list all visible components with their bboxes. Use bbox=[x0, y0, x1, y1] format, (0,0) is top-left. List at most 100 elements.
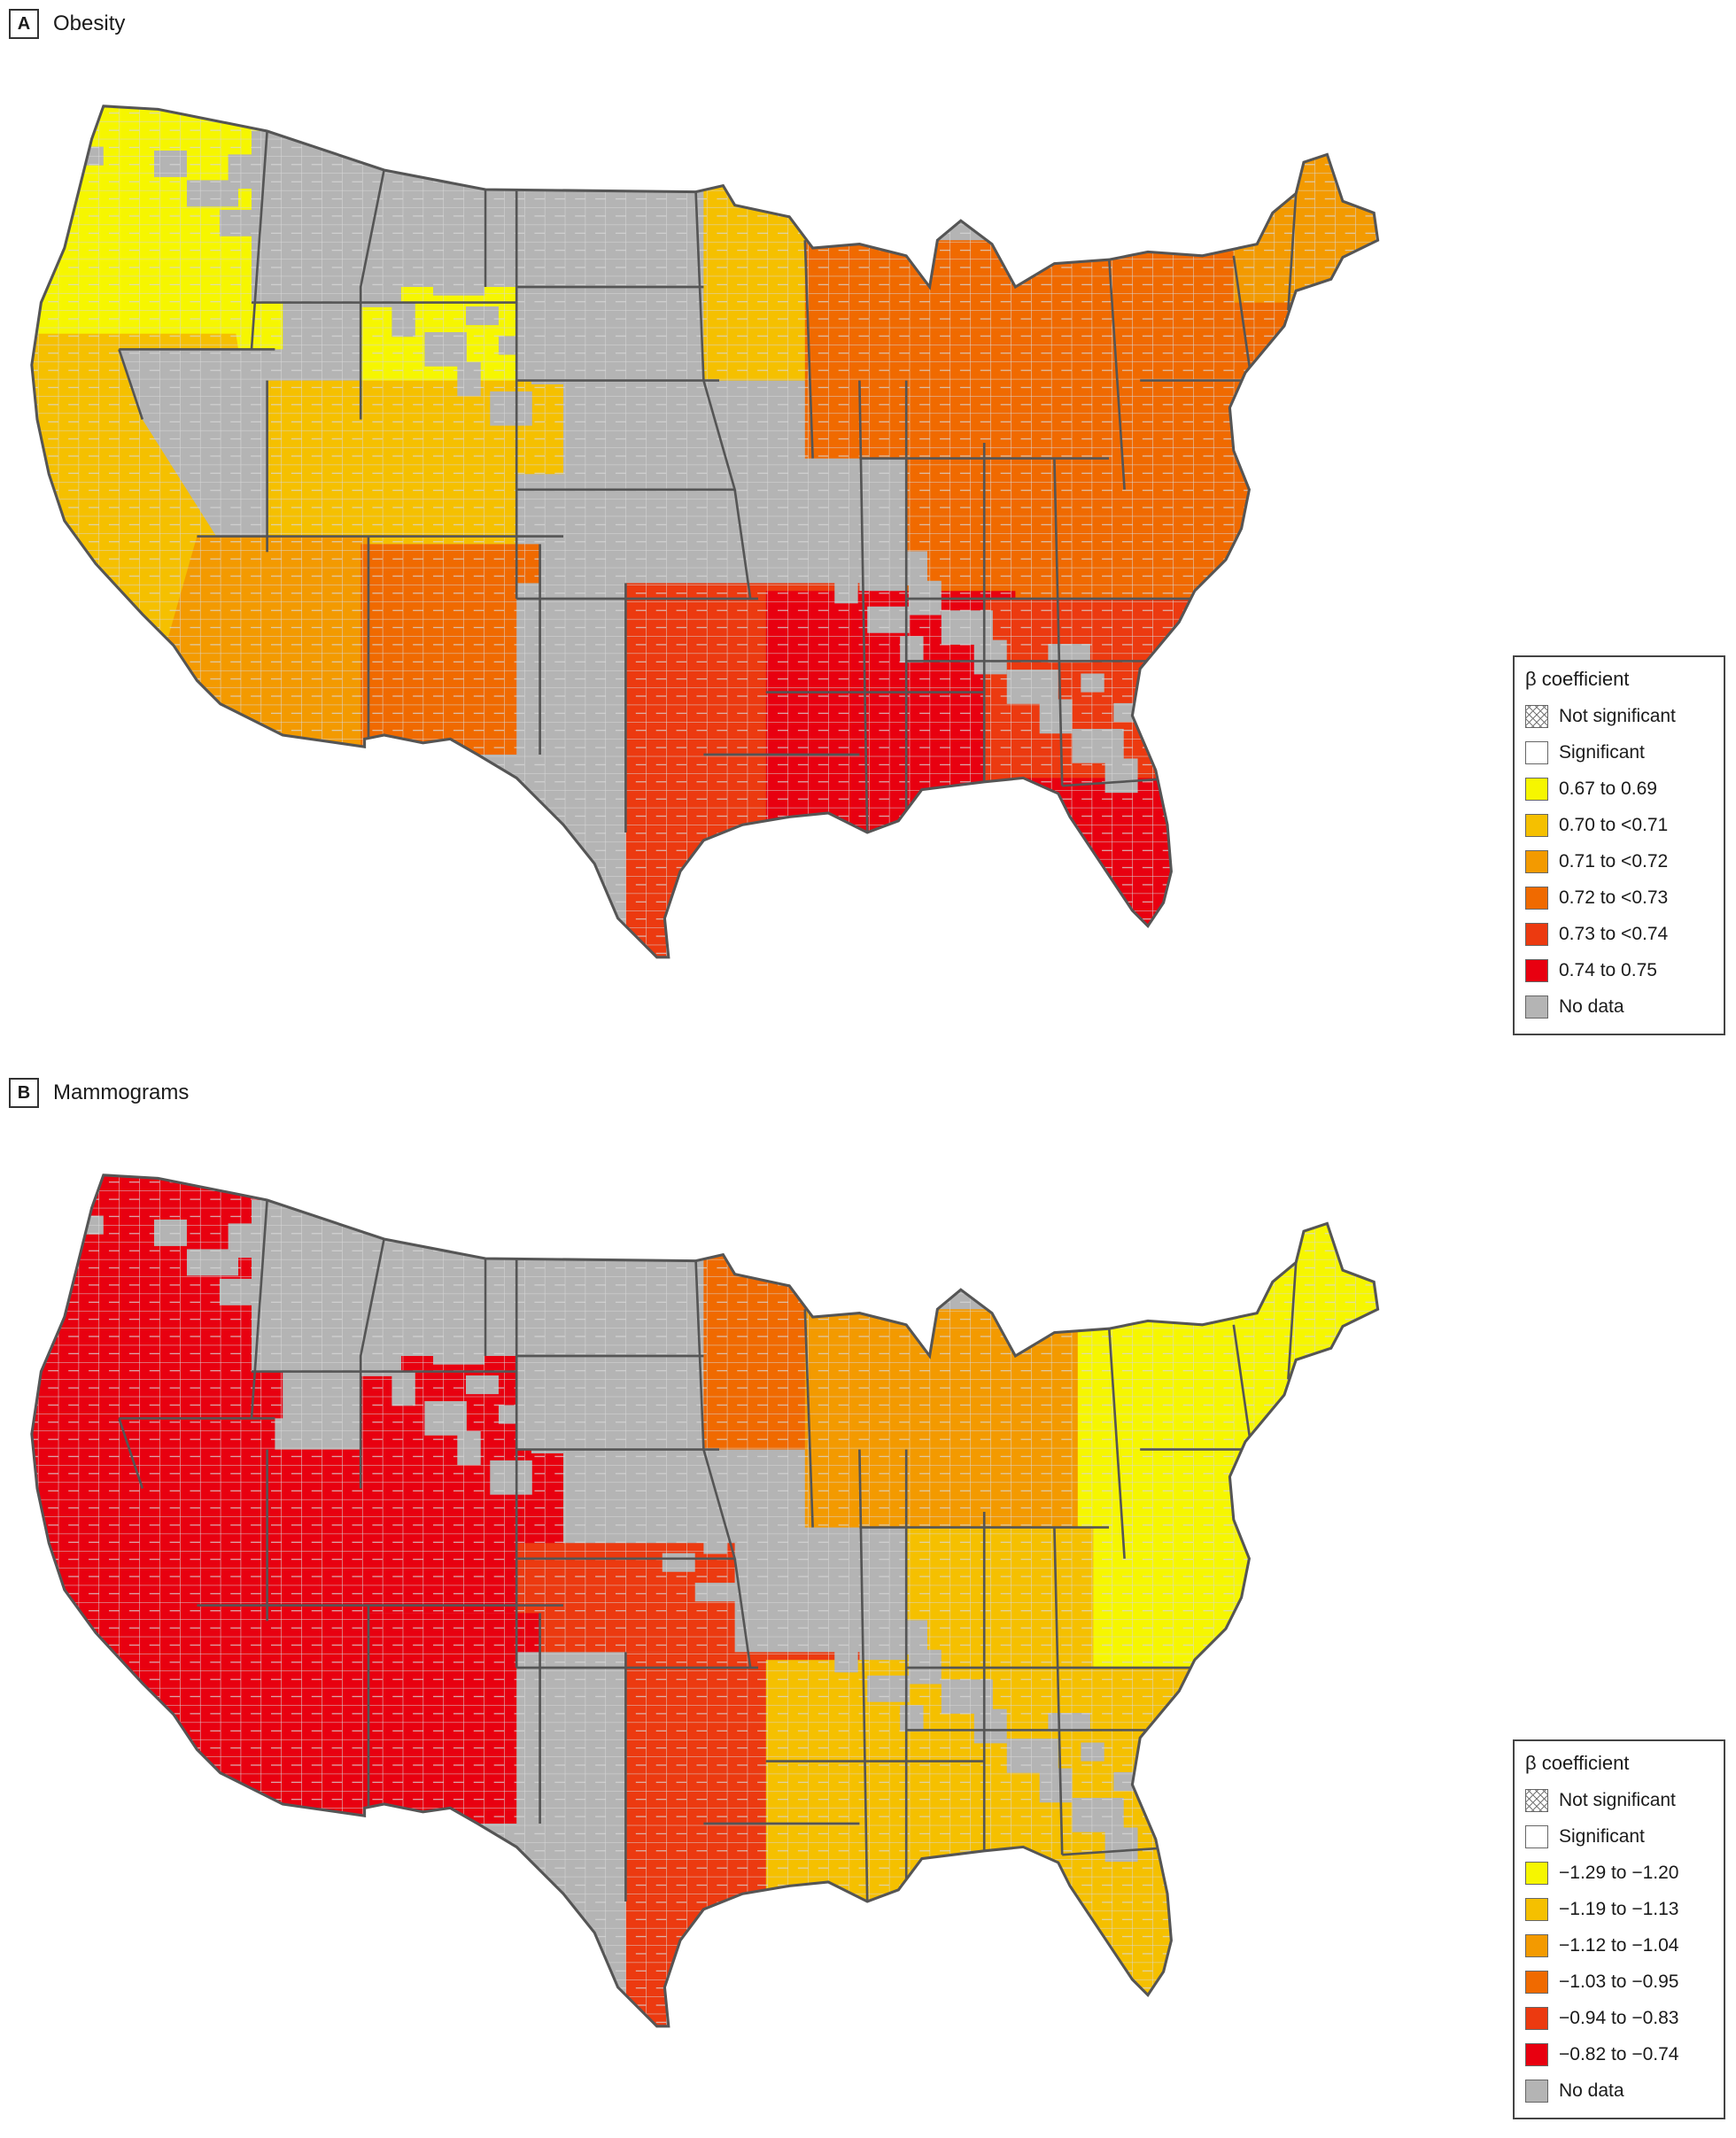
legend-label: −0.94 to −0.83 bbox=[1559, 2007, 1679, 2028]
state-borders bbox=[118, 1199, 1304, 1902]
state-border bbox=[250, 1199, 268, 1419]
no-data-county bbox=[1179, 762, 1221, 781]
legend-swatch bbox=[1525, 1897, 1548, 1921]
legend-label: −1.03 to −0.95 bbox=[1559, 1971, 1679, 1992]
legend-swatch bbox=[1525, 704, 1548, 728]
no-data-county bbox=[121, 1953, 174, 1980]
panel-letter: A bbox=[9, 9, 39, 39]
legend-swatch bbox=[1525, 740, 1548, 764]
legend-label: −0.82 to −0.74 bbox=[1559, 2043, 1679, 2064]
no-data-county bbox=[1252, 766, 1305, 794]
legend-label: Not significant bbox=[1559, 705, 1676, 726]
legend-item: −1.12 to −1.04 bbox=[1525, 1927, 1713, 1964]
legend-item: −1.19 to −1.13 bbox=[1525, 1891, 1713, 1927]
no-data-county bbox=[1310, 1949, 1352, 1969]
no-data-county bbox=[1252, 1835, 1305, 1863]
legend-item: Significant bbox=[1525, 1818, 1713, 1855]
no-data-county bbox=[1285, 795, 1319, 823]
no-data-county bbox=[1146, 1801, 1170, 1821]
legend-item: 0.74 to 0.75 bbox=[1525, 952, 1713, 988]
state-border bbox=[1053, 458, 1064, 786]
state-border bbox=[359, 1238, 385, 1489]
panel-mammograms: B Mammograms β coefficient Not significa… bbox=[0, 1069, 1736, 2138]
legend-title: β coefficient bbox=[1525, 1752, 1630, 1774]
legend-item: −0.94 to −0.83 bbox=[1525, 2000, 1713, 2036]
legend-swatch bbox=[1525, 813, 1548, 837]
us-county-map-obesity bbox=[30, 105, 1380, 959]
state-border bbox=[1107, 1324, 1126, 1559]
no-data-county bbox=[1277, 1920, 1301, 1940]
legend-item: Significant bbox=[1525, 734, 1713, 771]
legend-item: 0.72 to <0.73 bbox=[1525, 879, 1713, 916]
state-border bbox=[1107, 255, 1126, 490]
no-data-county bbox=[1212, 792, 1236, 811]
legend-item: No data bbox=[1525, 988, 1713, 1025]
legend-label: No data bbox=[1559, 995, 1624, 1017]
no-data-county bbox=[1146, 732, 1170, 752]
legend-swatch bbox=[1525, 1933, 1548, 1957]
legend-item: Not significant bbox=[1525, 1782, 1713, 1818]
state-borders bbox=[118, 130, 1304, 833]
county-fill-layer bbox=[31, 105, 1378, 957]
legend-swatch bbox=[1525, 1861, 1548, 1885]
no-data-county bbox=[89, 1924, 122, 1951]
panel-obesity: A Obesity β coefficient Not significant S… bbox=[9, 9, 1725, 1035]
state-border bbox=[250, 130, 268, 350]
legend-label: −1.29 to −1.20 bbox=[1559, 1862, 1679, 1883]
legend-item: 0.71 to <0.72 bbox=[1525, 843, 1713, 879]
panel-title: Mammograms bbox=[53, 1081, 190, 1104]
legend-item: −0.82 to −0.74 bbox=[1525, 2036, 1713, 2072]
legend-swatch bbox=[1525, 886, 1548, 910]
us-outline bbox=[30, 1174, 1380, 2028]
legend-swatch bbox=[1525, 1824, 1548, 1848]
legend: β coefficient Not significant Significant… bbox=[1513, 655, 1725, 1035]
state-border bbox=[858, 1449, 869, 1902]
legend-title: β coefficient bbox=[1525, 668, 1630, 690]
panel-label: A Obesity bbox=[9, 9, 125, 39]
legend-label: 0.73 to <0.74 bbox=[1559, 923, 1669, 944]
state-border bbox=[803, 1309, 814, 1528]
legend-swatch bbox=[1525, 922, 1548, 946]
legend-swatch bbox=[1525, 2006, 1548, 2030]
legend-label: 0.70 to <0.71 bbox=[1559, 814, 1669, 835]
legend-item: 0.73 to <0.74 bbox=[1525, 916, 1713, 952]
state-border bbox=[1053, 1527, 1064, 1855]
no-data-county bbox=[1285, 1864, 1319, 1892]
no-data-county bbox=[1318, 1894, 1370, 1921]
panel-title: Obesity bbox=[53, 12, 126, 35]
state-border bbox=[803, 240, 814, 459]
state-border bbox=[118, 348, 144, 421]
legend-swatch bbox=[1525, 2079, 1548, 2103]
legend-label: −1.12 to −1.04 bbox=[1559, 1934, 1679, 1956]
county-fill-layer bbox=[31, 1174, 1378, 2026]
legend-label: Not significant bbox=[1559, 1789, 1676, 1810]
legend-item: No data bbox=[1525, 2072, 1713, 2109]
us-county-map-mammograms bbox=[30, 1174, 1380, 2028]
legend-label: 0.67 to 0.69 bbox=[1559, 778, 1657, 799]
legend-item: −1.29 to −1.20 bbox=[1525, 1855, 1713, 1891]
legend-item: 0.67 to 0.69 bbox=[1525, 771, 1713, 807]
no-data-county bbox=[1277, 851, 1301, 871]
panel-letter: B bbox=[9, 1078, 39, 1108]
state-border bbox=[359, 169, 385, 420]
legend-swatch bbox=[1525, 777, 1548, 801]
legend-swatch bbox=[1525, 958, 1548, 982]
legend-swatch bbox=[1525, 995, 1548, 1019]
legend-item: 0.70 to <0.71 bbox=[1525, 807, 1713, 843]
state-border bbox=[858, 380, 869, 833]
no-data-county bbox=[1310, 880, 1352, 900]
state-border bbox=[118, 1417, 144, 1490]
no-data-county bbox=[121, 884, 174, 911]
state-border bbox=[1287, 193, 1298, 311]
no-data-county bbox=[1179, 1831, 1221, 1850]
no-data-county bbox=[1244, 1890, 1287, 1909]
legend-label: No data bbox=[1559, 2080, 1624, 2101]
panel-label: B Mammograms bbox=[9, 1078, 189, 1108]
no-data-county bbox=[1318, 825, 1370, 852]
legend-item: −1.03 to −0.95 bbox=[1525, 1964, 1713, 2000]
legend-label: 0.72 to <0.73 bbox=[1559, 887, 1669, 908]
legend-swatch bbox=[1525, 1970, 1548, 1994]
no-data-county bbox=[1212, 1861, 1236, 1880]
no-data-county bbox=[1244, 821, 1287, 840]
no-data-county bbox=[195, 888, 220, 924]
